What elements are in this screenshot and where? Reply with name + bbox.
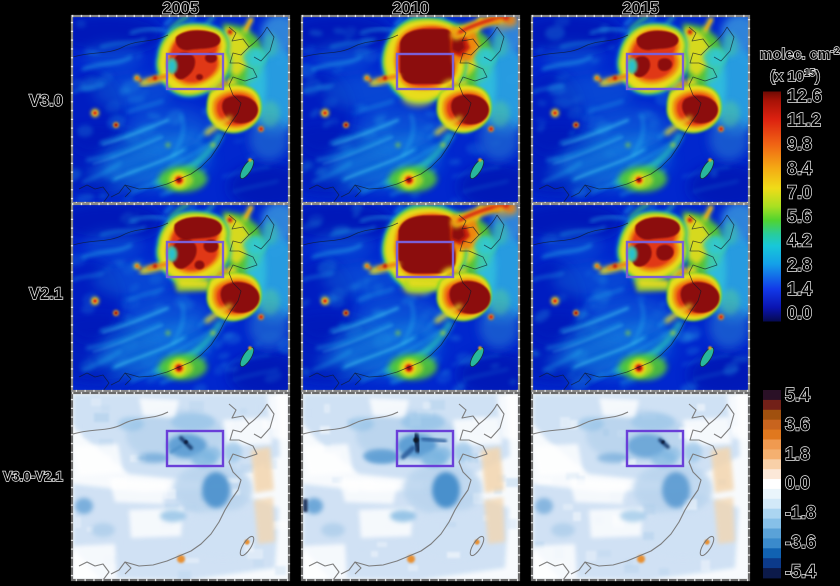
- svg-text:11.2: 11.2: [787, 110, 821, 130]
- svg-text:12.6: 12.6: [787, 86, 822, 106]
- svg-text:7.0: 7.0: [787, 182, 812, 202]
- svg-text:1.8: 1.8: [785, 444, 810, 464]
- svg-text:2.8: 2.8: [787, 255, 812, 275]
- svg-text:2005: 2005: [162, 0, 199, 18]
- svg-text:2015: 2015: [622, 0, 659, 18]
- svg-text:8.4: 8.4: [787, 158, 812, 178]
- svg-text:V3.0: V3.0: [29, 92, 63, 110]
- svg-text:4.2: 4.2: [787, 231, 812, 251]
- svg-text:-1.8: -1.8: [785, 503, 816, 523]
- svg-text:1.4: 1.4: [787, 279, 812, 299]
- svg-text:-3.6: -3.6: [785, 532, 816, 552]
- svg-text:0.0: 0.0: [785, 473, 810, 493]
- svg-text:2010: 2010: [392, 0, 429, 18]
- svg-text:3.6: 3.6: [785, 414, 810, 434]
- svg-text:V2.1: V2.1: [29, 285, 63, 303]
- svg-text:5.4: 5.4: [785, 385, 810, 405]
- svg-text:molec. cm-2: molec. cm-2: [760, 46, 840, 63]
- svg-text:9.8: 9.8: [787, 134, 812, 154]
- svg-text:V3.0-V2.1: V3.0-V2.1: [3, 469, 64, 484]
- svg-text:5.6: 5.6: [787, 207, 812, 227]
- svg-text:-5.4: -5.4: [785, 561, 816, 581]
- svg-text:0.0: 0.0: [787, 303, 812, 323]
